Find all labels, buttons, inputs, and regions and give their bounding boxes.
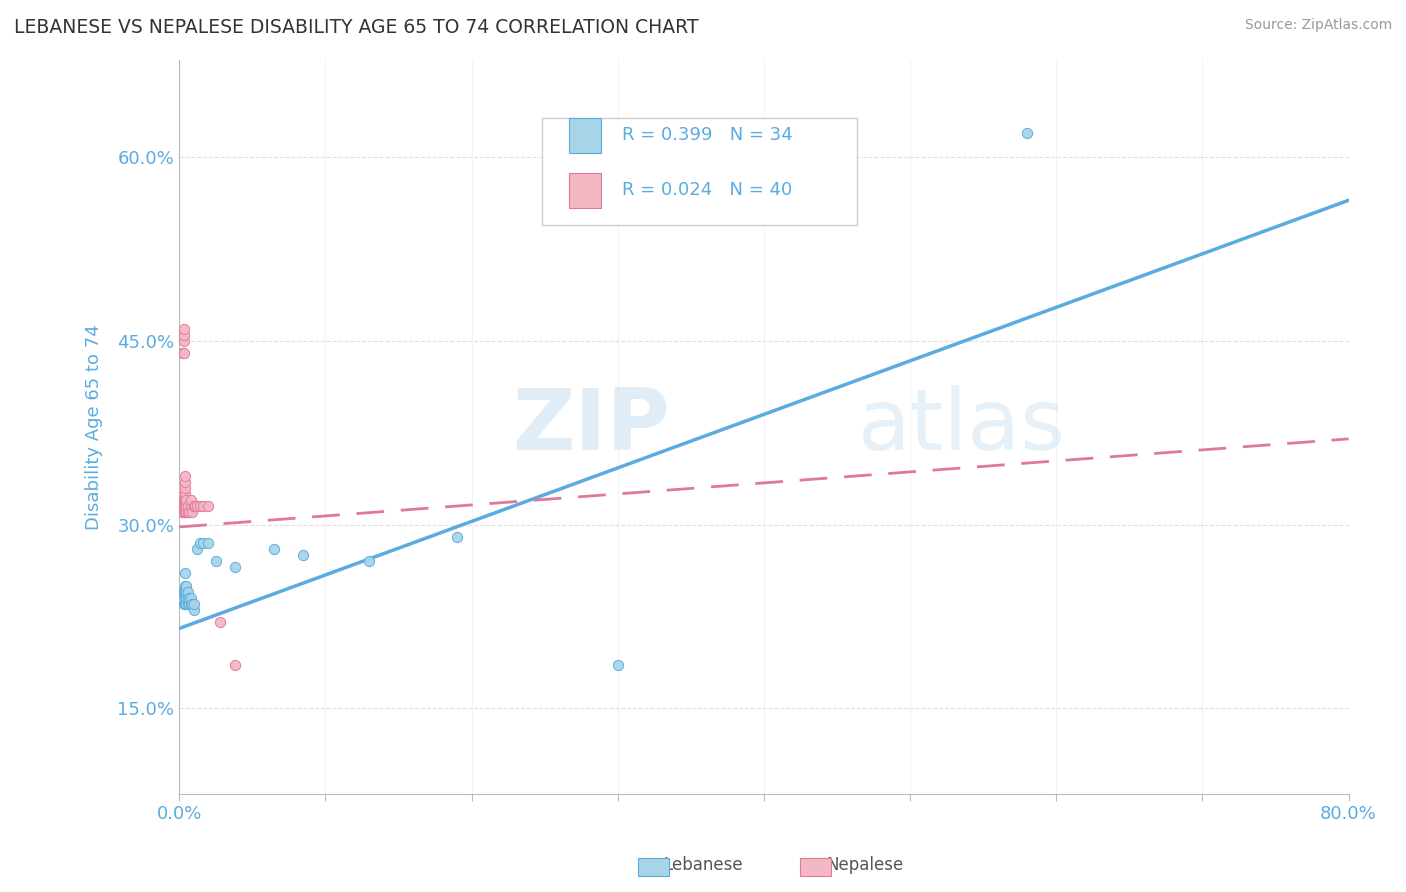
Point — [186, 541, 208, 556]
Point — [188, 536, 211, 550]
Point — [174, 597, 197, 611]
Point — [174, 499, 197, 513]
Point — [188, 499, 211, 513]
Point — [177, 597, 200, 611]
Point — [176, 591, 198, 605]
Point — [1015, 126, 1038, 140]
Point — [173, 322, 195, 336]
Point — [172, 584, 194, 599]
Point — [181, 597, 204, 611]
Text: Nepalese: Nepalese — [827, 856, 903, 874]
Point — [186, 499, 208, 513]
Point — [224, 560, 246, 574]
Point — [173, 499, 195, 513]
Point — [173, 346, 195, 360]
FancyBboxPatch shape — [568, 173, 602, 208]
Text: R = 0.399   N = 34: R = 0.399 N = 34 — [623, 126, 793, 145]
Point — [177, 591, 200, 605]
Point — [169, 499, 191, 513]
FancyBboxPatch shape — [541, 119, 858, 225]
Point — [180, 597, 202, 611]
Point — [191, 499, 214, 513]
Point — [174, 487, 197, 501]
Point — [209, 615, 232, 630]
Point — [180, 591, 202, 605]
Point — [177, 499, 200, 513]
FancyBboxPatch shape — [568, 118, 602, 153]
Point — [191, 536, 214, 550]
Point — [174, 566, 197, 581]
Point — [173, 334, 195, 348]
Text: Lebanese: Lebanese — [664, 856, 742, 874]
Point — [174, 579, 197, 593]
Y-axis label: Disability Age 65 to 74: Disability Age 65 to 74 — [86, 324, 103, 530]
Point — [179, 591, 201, 605]
Point — [172, 487, 194, 501]
Point — [224, 658, 246, 673]
Point — [180, 499, 202, 513]
Point — [172, 493, 194, 508]
Point — [169, 487, 191, 501]
Point — [177, 505, 200, 519]
Point — [179, 597, 201, 611]
Point — [183, 597, 205, 611]
Point — [174, 475, 197, 489]
Point — [172, 505, 194, 519]
Point — [263, 541, 285, 556]
Point — [174, 591, 197, 605]
Point — [183, 603, 205, 617]
Point — [174, 468, 197, 483]
Point — [172, 481, 194, 495]
Point — [176, 579, 198, 593]
Point — [176, 499, 198, 513]
Point — [180, 493, 202, 508]
Point — [173, 505, 195, 519]
Point — [197, 536, 219, 550]
Point — [181, 505, 204, 519]
Point — [169, 493, 191, 508]
Text: LEBANESE VS NEPALESE DISABILITY AGE 65 TO 74 CORRELATION CHART: LEBANESE VS NEPALESE DISABILITY AGE 65 T… — [14, 18, 699, 37]
Point — [174, 481, 197, 495]
Point — [174, 493, 197, 508]
Point — [176, 584, 198, 599]
Point — [176, 493, 198, 508]
Text: atlas: atlas — [858, 385, 1066, 468]
Point — [176, 505, 198, 519]
Text: R = 0.024   N = 40: R = 0.024 N = 40 — [623, 181, 793, 199]
Point — [184, 499, 207, 513]
Point — [173, 584, 195, 599]
Point — [172, 493, 194, 508]
Point — [173, 327, 195, 342]
Point — [177, 584, 200, 599]
Point — [176, 597, 198, 611]
Point — [183, 499, 205, 513]
Point — [606, 658, 628, 673]
Point — [292, 548, 315, 562]
Point — [172, 346, 194, 360]
Point — [179, 505, 201, 519]
Point — [173, 597, 195, 611]
Text: ZIP: ZIP — [513, 385, 671, 468]
Point — [197, 499, 219, 513]
Point — [446, 530, 468, 544]
Point — [173, 493, 195, 508]
Point — [174, 505, 197, 519]
Point — [174, 584, 197, 599]
Text: Source: ZipAtlas.com: Source: ZipAtlas.com — [1244, 18, 1392, 32]
Point — [359, 554, 381, 568]
Point — [204, 554, 226, 568]
